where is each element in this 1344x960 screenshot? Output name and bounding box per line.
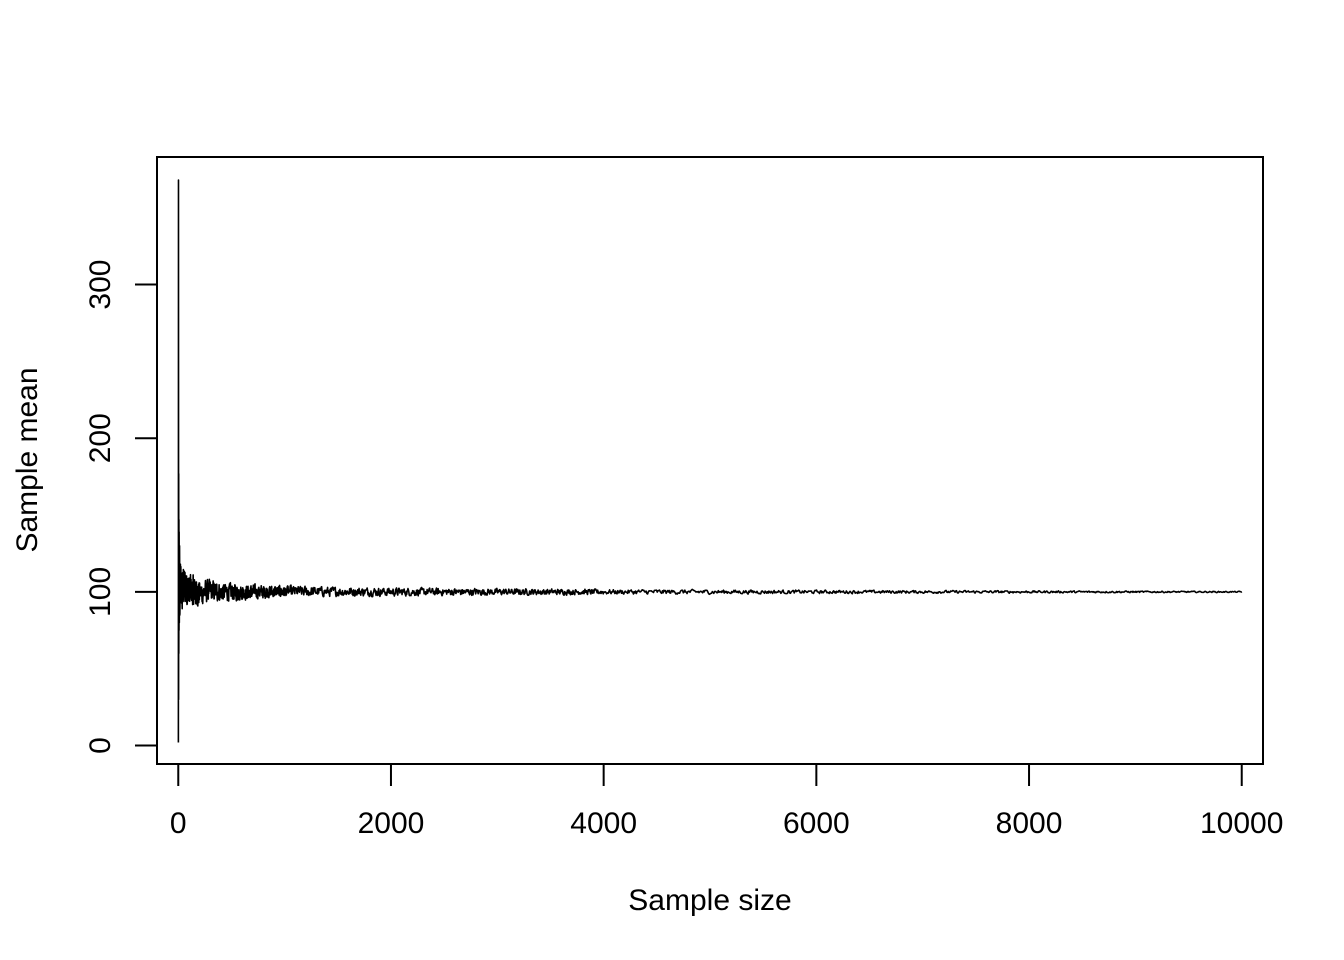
x-tick-label: 4000 [570, 807, 637, 840]
x-axis-title: Sample size [628, 884, 791, 917]
y-tick-label: 0 [84, 737, 117, 754]
series-line [177, 179, 1243, 743]
y-axis-title: Sample mean [11, 367, 44, 552]
x-tick-label: 10000 [1200, 807, 1283, 840]
plot-frame [156, 156, 1264, 765]
y-axis: 0 100 200 300 [84, 260, 158, 754]
y-tick-label: 100 [84, 567, 117, 617]
x-tick-label: 0 [170, 807, 187, 840]
series-layer [177, 179, 1243, 743]
y-tick-label: 200 [84, 413, 117, 463]
x-tick-label: 2000 [358, 807, 425, 840]
y-tick-label: 300 [84, 260, 117, 310]
x-tick-label: 8000 [996, 807, 1063, 840]
x-tick-label: 6000 [783, 807, 850, 840]
x-axis: 0 2000 4000 6000 8000 10000 [170, 763, 1283, 840]
